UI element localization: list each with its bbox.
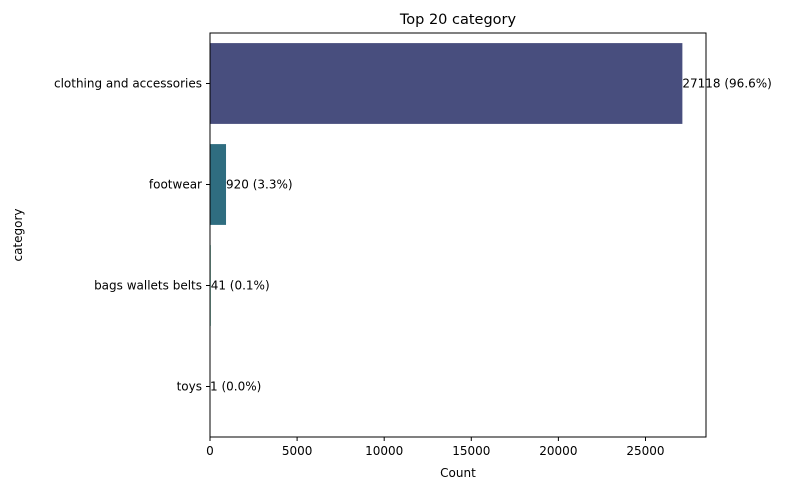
y-tick-labels: clothing and accessories footwear bags wal… [54, 77, 210, 394]
y-tick-label-1: footwear [149, 178, 202, 192]
y-tick-label-2: bags wallets belts [94, 279, 202, 293]
data-labels: 27118 (96.6%) 920 (3.3%) 41 (0.1%) 1 (0.0%) [210, 77, 772, 394]
x-tick-label-2: 10000 [365, 444, 403, 458]
data-label-2: 41 (0.1%) [211, 279, 270, 293]
y-tick-label-0: clothing and accessories [54, 77, 202, 91]
x-axis-label: Count [440, 466, 476, 480]
x-tick-label-3: 15000 [452, 444, 490, 458]
data-label-3: 1 (0.0%) [210, 380, 261, 394]
data-label-1: 920 (3.3%) [226, 178, 293, 192]
bar-1 [210, 144, 227, 225]
x-tick-label-4: 20000 [539, 444, 577, 458]
x-tick-label-1: 5000 [282, 444, 313, 458]
x-tick-label-0: 0 [206, 444, 214, 458]
plot-frame [209, 32, 707, 438]
y-tick-label-3: toys [177, 380, 202, 394]
bar-0 [210, 43, 683, 124]
x-ticks: 0 5000 10000 15000 20000 25000 [206, 437, 665, 458]
y-axis-label: category [11, 208, 25, 261]
data-label-0: 27118 (96.6%) [682, 77, 771, 91]
x-tick-label-5: 25000 [626, 444, 664, 458]
chart-title: Top 20 category [399, 12, 517, 28]
bars-group [210, 43, 683, 427]
